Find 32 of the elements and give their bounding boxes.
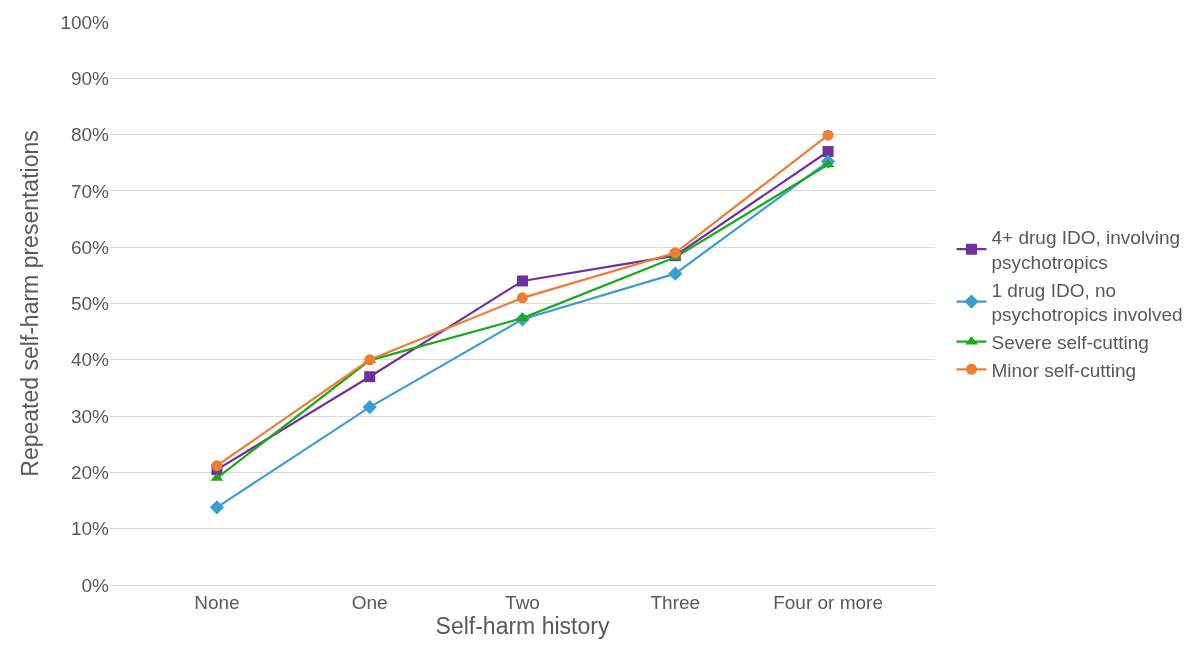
y-tick-label: 70% bbox=[70, 180, 110, 202]
x-tick-label: Four or more bbox=[773, 591, 883, 613]
y-axis-title: Repeated self-harm presentations bbox=[16, 130, 43, 477]
legend-label: 1 drug IDO, no psychotropics involved bbox=[991, 279, 1183, 326]
point bbox=[362, 399, 377, 415]
legend-label: 4+ drug IDO, involving psychotropics bbox=[991, 227, 1181, 273]
point bbox=[821, 158, 835, 168]
y-tick-label: 90% bbox=[70, 67, 110, 89]
y-tick-label: 0% bbox=[81, 574, 110, 596]
point bbox=[668, 266, 683, 281]
point bbox=[364, 371, 376, 383]
y-tick-label: 80% bbox=[70, 124, 110, 146]
x-tick-label: Three bbox=[650, 591, 701, 613]
point bbox=[517, 275, 528, 287]
y-tick-label: 10% bbox=[70, 518, 110, 540]
y-tick-label: 30% bbox=[70, 405, 110, 427]
point bbox=[822, 145, 834, 157]
x-axis-title: Self-harm history bbox=[435, 612, 610, 639]
point bbox=[517, 292, 528, 304]
legend-label: Severe self-cutting bbox=[991, 332, 1149, 354]
x-tick-label: Two bbox=[505, 591, 540, 613]
legend-label: Minor self-cutting bbox=[991, 359, 1137, 381]
y-tick-label: 100% bbox=[60, 11, 110, 33]
y-tick-label: 20% bbox=[70, 462, 110, 484]
point bbox=[211, 460, 223, 472]
y-tick-label: 50% bbox=[70, 293, 110, 315]
point bbox=[822, 129, 834, 141]
point bbox=[209, 500, 225, 515]
y-tick-label: 40% bbox=[70, 349, 110, 371]
y-tick-label: 60% bbox=[70, 236, 110, 258]
x-tick-label: None bbox=[194, 591, 240, 613]
x-tick-label: One bbox=[351, 591, 388, 613]
